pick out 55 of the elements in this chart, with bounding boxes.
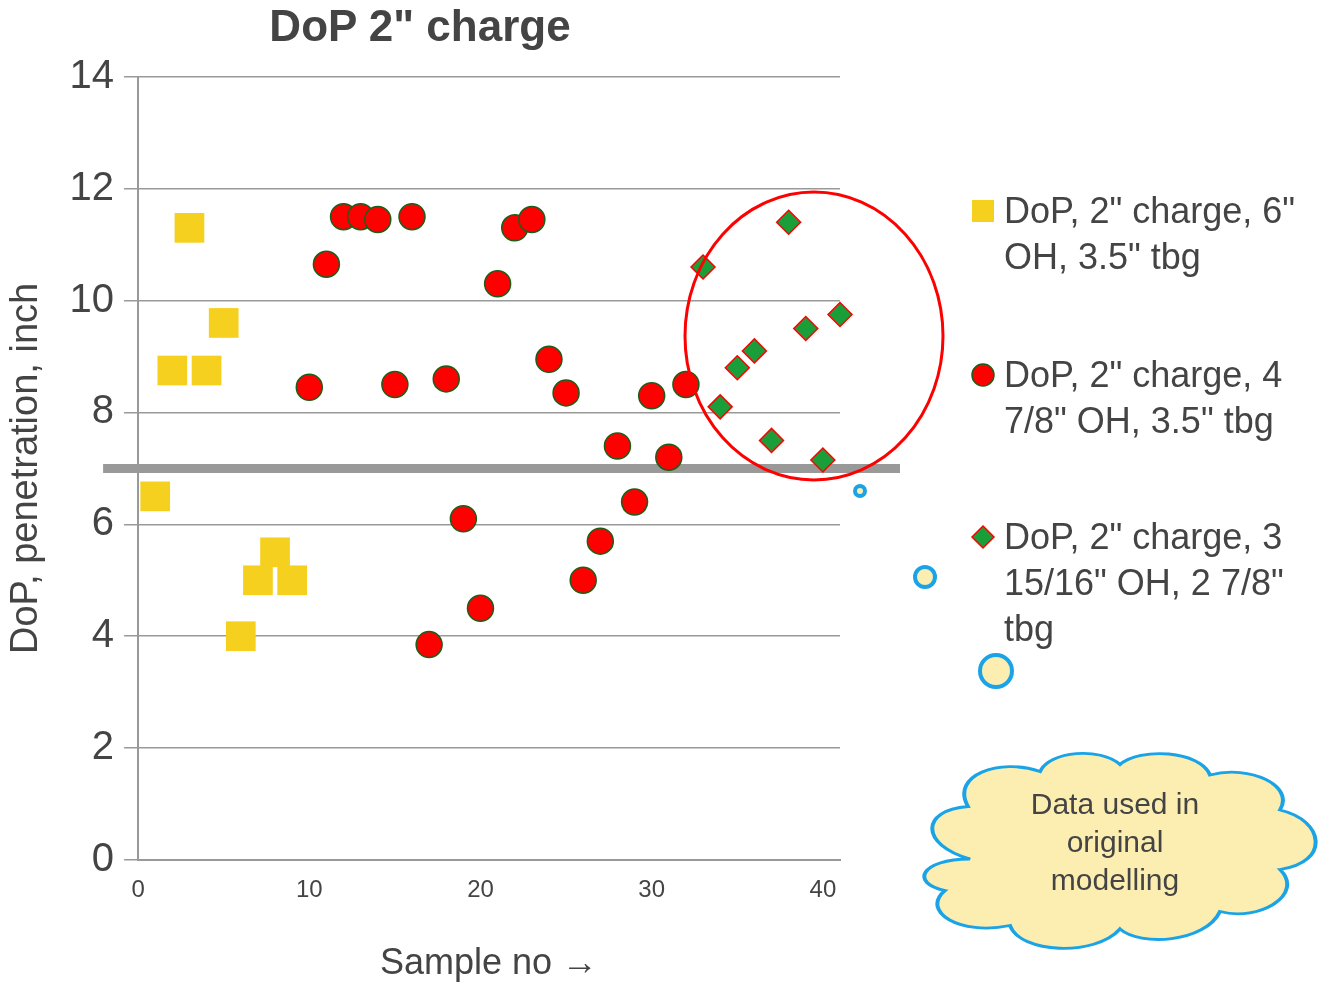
legend-label: DoP, 2" charge, 3 15/16" OH, 2 7/8" tbg (1004, 515, 1285, 651)
chart-title: DoP 2" charge (269, 0, 571, 50)
point (793, 315, 819, 342)
point (775, 209, 802, 235)
point (724, 354, 751, 381)
x-tick-label: 0 (131, 875, 145, 903)
text: Data used in original modelling (1029, 786, 1201, 898)
point (707, 394, 733, 420)
point (466, 594, 495, 623)
point (295, 373, 324, 402)
y-tick-label: 6 (91, 499, 115, 544)
point (225, 621, 256, 652)
legend-label: DoP, 2" charge, 6" OH, 3.5" tbg (1004, 189, 1297, 279)
x-tick-label: 30 (638, 875, 666, 903)
point (449, 505, 478, 533)
point (260, 537, 290, 568)
point (603, 432, 632, 460)
point (277, 565, 308, 596)
point (243, 565, 273, 596)
point (157, 355, 188, 386)
point (312, 250, 341, 278)
point (620, 488, 649, 516)
y-tick-label: 2 (91, 723, 115, 768)
point (191, 355, 222, 386)
point (208, 308, 239, 338)
y-tick-label: 10 (69, 275, 115, 320)
y-tick-label: 4 (91, 611, 115, 656)
point (415, 630, 443, 659)
y-axis-title: DoP, penetration, inch (3, 282, 46, 654)
point (655, 443, 683, 471)
point (758, 427, 785, 454)
point (398, 202, 426, 231)
point (140, 481, 171, 512)
point (174, 213, 205, 243)
x-tick-label: 40 (809, 875, 837, 903)
point (364, 205, 392, 234)
point (827, 301, 853, 328)
y-tick-label: 12 (69, 163, 115, 208)
x-tick-label: 10 (295, 875, 323, 903)
y-tick-label: 14 (69, 51, 115, 96)
point (518, 205, 546, 234)
legend-label: DoP, 2" charge, 4 7/8" OH, 3.5" tbg (1004, 353, 1284, 443)
point (535, 345, 563, 374)
point (586, 527, 615, 555)
y-tick-label: 8 (91, 387, 115, 432)
point (432, 365, 460, 393)
point (381, 370, 409, 399)
point (569, 566, 597, 595)
point (552, 379, 580, 407)
point (637, 381, 666, 410)
x-tick-label: 20 (467, 875, 494, 903)
point (810, 447, 836, 473)
x-axis-title: Sample no → (379, 941, 599, 983)
point (741, 338, 768, 364)
point (483, 270, 512, 298)
